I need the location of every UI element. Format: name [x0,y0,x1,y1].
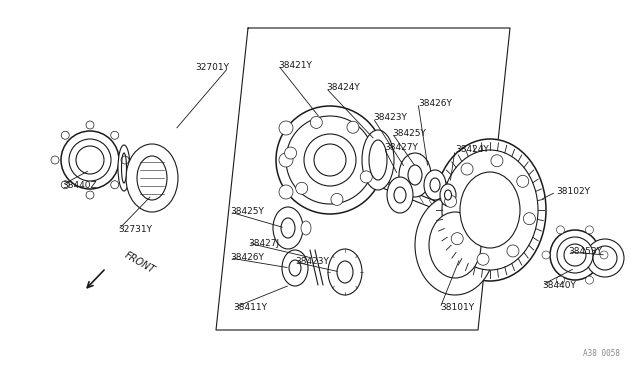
Ellipse shape [76,146,104,174]
Ellipse shape [273,207,303,249]
Ellipse shape [460,172,520,248]
Text: 38427Y: 38427Y [384,144,418,153]
Ellipse shape [387,177,413,213]
Text: 38423Y: 38423Y [373,113,407,122]
Ellipse shape [399,153,431,197]
Ellipse shape [296,182,308,194]
Ellipse shape [524,213,536,225]
Ellipse shape [394,187,406,203]
Ellipse shape [586,276,593,284]
Ellipse shape [282,250,308,286]
Ellipse shape [424,170,446,200]
Ellipse shape [328,249,362,295]
Ellipse shape [69,139,111,181]
Text: 38101Y: 38101Y [440,304,474,312]
Ellipse shape [557,226,564,234]
Ellipse shape [347,121,359,133]
Text: 38426Y: 38426Y [230,253,264,263]
Ellipse shape [279,153,293,167]
Ellipse shape [557,237,593,273]
Ellipse shape [122,153,127,183]
Ellipse shape [286,116,374,204]
Ellipse shape [314,144,346,176]
Ellipse shape [281,218,295,238]
Ellipse shape [126,144,178,212]
Ellipse shape [507,245,519,257]
Ellipse shape [61,131,119,189]
Ellipse shape [279,185,293,199]
Ellipse shape [304,134,356,186]
Ellipse shape [362,130,394,190]
Text: 38421Y: 38421Y [278,61,312,70]
Ellipse shape [440,184,456,206]
Ellipse shape [310,116,323,128]
Text: 38440Z: 38440Z [62,180,97,189]
Ellipse shape [118,145,130,191]
Ellipse shape [369,140,387,180]
Ellipse shape [408,165,422,185]
Ellipse shape [289,260,301,276]
Ellipse shape [279,121,293,135]
Text: 38411Y: 38411Y [233,304,267,312]
Ellipse shape [445,190,451,200]
Text: 38102Y: 38102Y [556,187,590,196]
Ellipse shape [461,163,473,175]
Ellipse shape [557,276,564,284]
Text: 38440Y: 38440Y [542,280,576,289]
Ellipse shape [600,251,608,259]
Ellipse shape [301,221,311,235]
Text: A38 0058: A38 0058 [583,349,620,358]
Text: 32731Y: 32731Y [118,225,152,234]
Text: 38425Y: 38425Y [392,128,426,138]
Ellipse shape [593,246,617,270]
Text: 38426Y: 38426Y [418,99,452,108]
Ellipse shape [331,193,343,205]
Ellipse shape [564,244,586,266]
Ellipse shape [442,150,538,270]
Ellipse shape [337,261,353,283]
Text: FRONT: FRONT [123,250,157,276]
Ellipse shape [477,253,489,265]
Ellipse shape [516,175,529,187]
Ellipse shape [360,171,372,183]
Text: 38423Y: 38423Y [295,257,329,266]
Ellipse shape [285,147,296,159]
Ellipse shape [586,226,593,234]
Text: 38424Y: 38424Y [455,145,489,154]
Text: 38453Y: 38453Y [568,247,602,257]
Ellipse shape [586,239,624,277]
Ellipse shape [415,195,495,295]
Ellipse shape [429,212,481,278]
Ellipse shape [430,178,440,192]
Ellipse shape [491,155,503,167]
Ellipse shape [445,195,456,207]
Text: 32701Y: 32701Y [195,64,229,73]
Text: 38425Y: 38425Y [230,208,264,217]
Text: 38427J: 38427J [248,238,279,247]
Ellipse shape [550,230,600,280]
Ellipse shape [276,106,384,214]
Ellipse shape [542,251,550,259]
Ellipse shape [451,232,463,245]
Text: 38424Y: 38424Y [326,83,360,93]
Ellipse shape [434,139,546,281]
Ellipse shape [137,156,167,200]
